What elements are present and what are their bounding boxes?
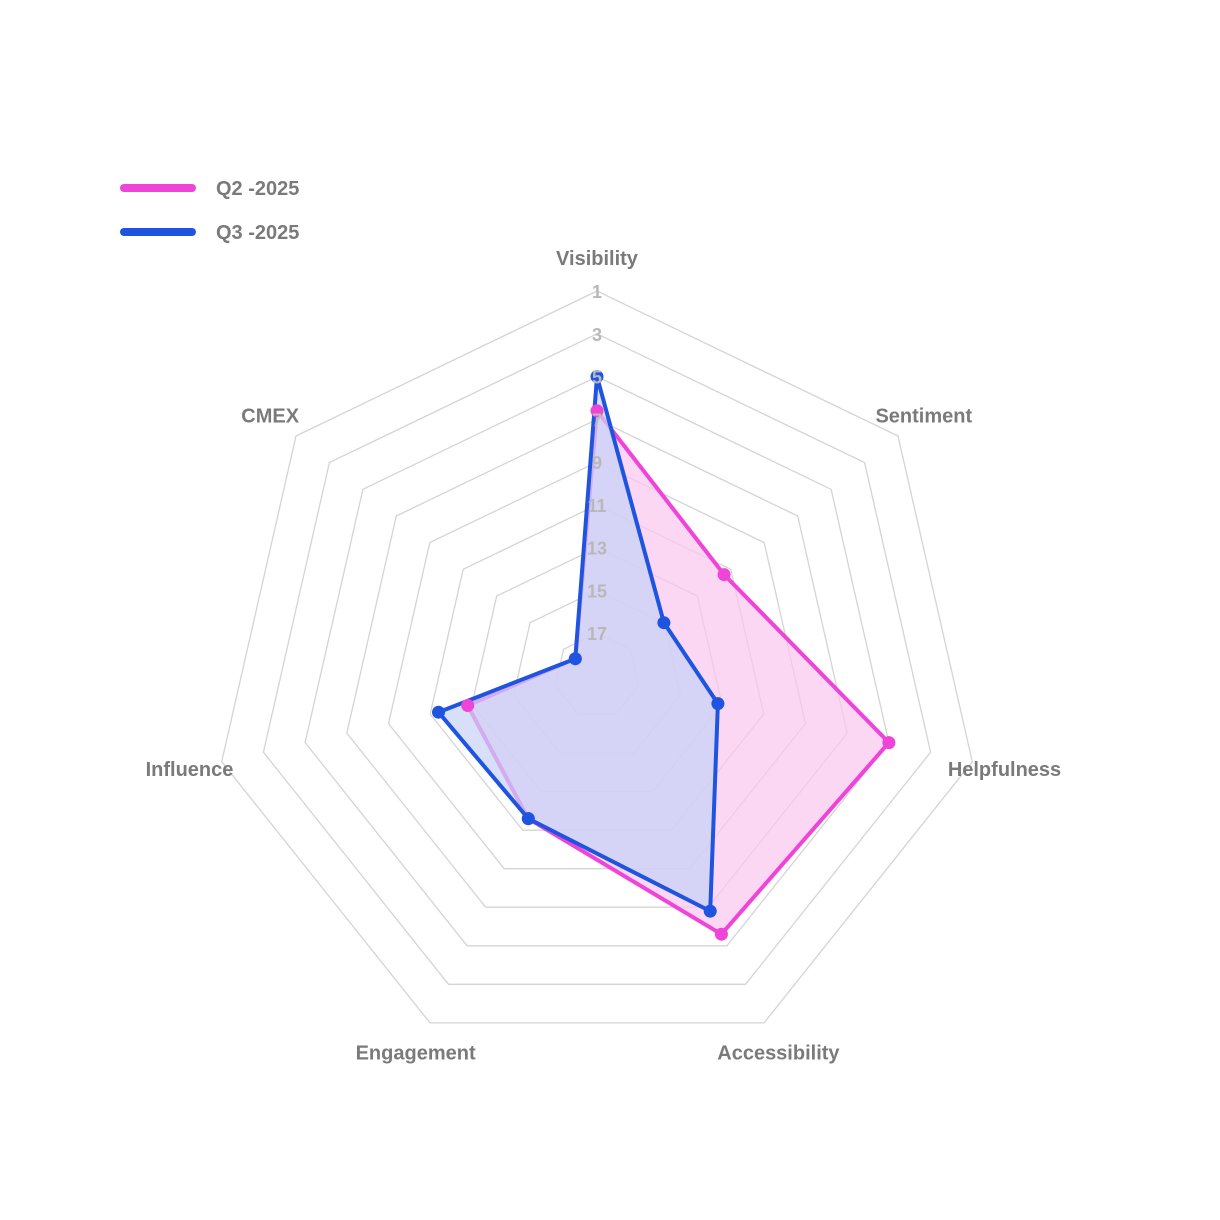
- tick-label-1: 1: [592, 282, 602, 302]
- data-point-q3-2025-helpfulness[interactable]: [711, 697, 725, 711]
- legend-label-q3: Q3 -2025: [216, 222, 299, 244]
- grid-ring-1: [220, 290, 974, 1024]
- axis-label-sentiment: Sentiment: [875, 405, 972, 427]
- tick-label-7: 7: [592, 410, 602, 430]
- axis-label-accessibility: Accessibility: [717, 1043, 840, 1065]
- data-point-q2-2025-helpfulness[interactable]: [882, 736, 896, 750]
- axis-label-cmex: CMEX: [241, 405, 299, 427]
- data-point-q2-2025-visibility[interactable]: [590, 404, 604, 418]
- tick-label-11: 11: [587, 496, 606, 516]
- data-point-q3-2025-engagement[interactable]: [521, 812, 535, 826]
- tick-label-3: 3: [592, 325, 602, 345]
- legend-item-q2[interactable]: Q2 -2025: [120, 178, 299, 200]
- tick-label-13: 13: [587, 539, 607, 559]
- legend-label-q2: Q2 -2025: [216, 178, 299, 200]
- legend: Q2 -2025 Q3 -2025: [120, 178, 299, 244]
- data-point-q3-2025-visibility[interactable]: [590, 370, 604, 384]
- tick-label-15: 15: [587, 581, 607, 601]
- tick-label-9: 9: [592, 453, 602, 473]
- tick-label-5: 5: [592, 368, 602, 388]
- grid-ring-7: [346, 418, 848, 908]
- data-point-q3-2025-influence[interactable]: [432, 705, 445, 719]
- axis-labels: Visibility Sentiment Helpfulness Accessibil…: [146, 248, 1062, 1065]
- tick-label-17: 17: [587, 624, 607, 644]
- data-point-q3-2025-sentiment[interactable]: [657, 616, 671, 630]
- series-area: [432, 370, 896, 941]
- data-point-q2-2025-influence[interactable]: [461, 699, 475, 712]
- data-point-q2-2025-accessibility[interactable]: [714, 927, 728, 941]
- axis-label-influence: Influence: [146, 759, 234, 781]
- grid-ring-5: [304, 375, 890, 947]
- data-point-q3-2025-cmex[interactable]: [568, 652, 582, 666]
- data-point-q2-2025-sentiment[interactable]: [717, 568, 731, 582]
- grid-ring-3: [262, 333, 932, 985]
- axis-label-visibility: Visibility: [556, 248, 639, 270]
- axis-label-helpfulness: Helpfulness: [948, 759, 1061, 781]
- legend-item-q3[interactable]: Q3 -2025: [120, 222, 299, 244]
- axis-label-engagement: Engagement: [356, 1043, 476, 1065]
- grid-ring-9: [387, 461, 807, 870]
- data-point-q3-2025-accessibility[interactable]: [703, 904, 717, 918]
- series-line-q3-2025: [436, 374, 720, 914]
